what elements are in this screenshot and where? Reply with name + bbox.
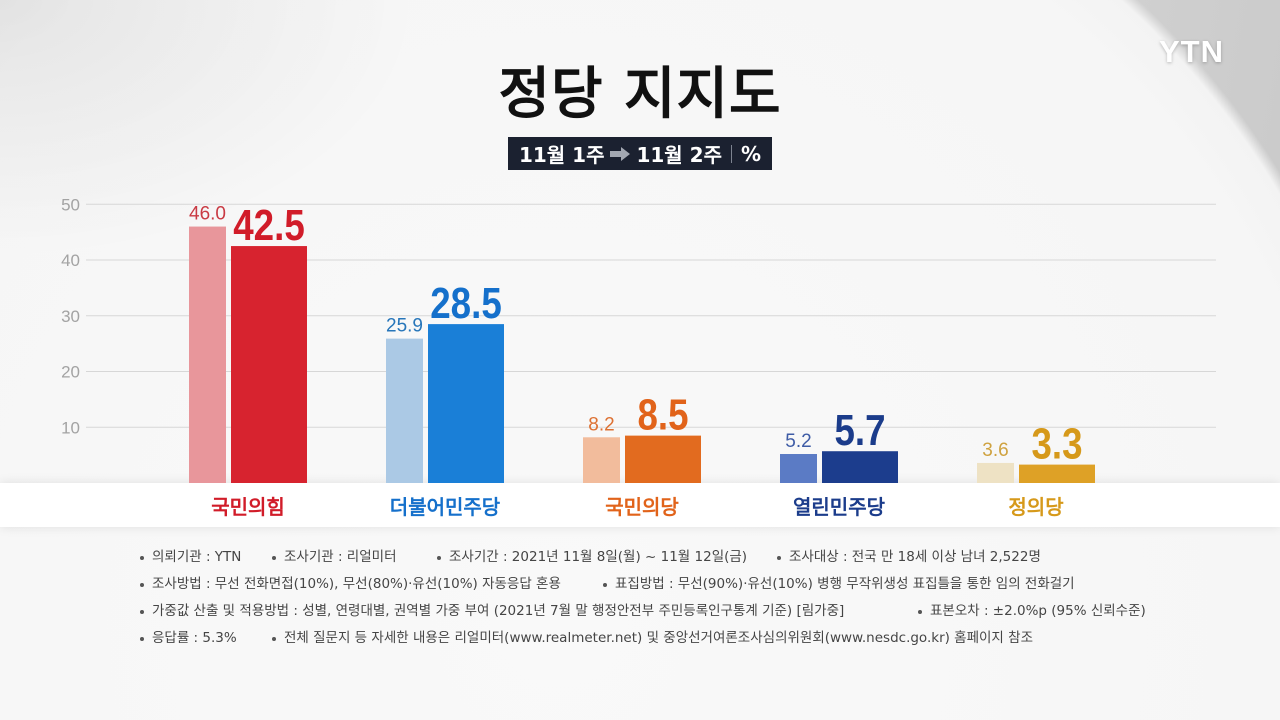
y-tick-label-50: 50 [61, 195, 80, 214]
value-label-series2-category1: 42.5 [233, 201, 305, 250]
footnote-period: 조사기간 : 2021년 11월 8일(월) ~ 11월 12일(금) [437, 544, 777, 571]
footnote-method: 조사방법 : 무선 전화면접(10%), 무선(80%)·유선(10%) 자동응… [140, 571, 603, 598]
legend-series-1: 11월 1주 [518, 143, 605, 167]
y-tick-label-30: 30 [61, 307, 80, 326]
footnote-response-rate: 응답률 : 5.3% [140, 625, 272, 652]
footnote-line: 가중값 산출 및 적용방법 : 성별, 연령대별, 권역별 가중 부여 (202… [140, 598, 1260, 625]
footnote-client: 의뢰기관 : YTN [140, 544, 272, 571]
bar-series2-category1 [231, 246, 307, 483]
value-label-series2-category5: 3.3 [1032, 420, 1083, 469]
footnote-reference: 전체 질문지 등 자세한 내용은 리얼미터(www.realmeter.net)… [272, 625, 1047, 652]
footnote-line: 조사방법 : 무선 전화면접(10%), 무선(80%)·유선(10%) 자동응… [140, 571, 1260, 598]
survey-footnotes: 의뢰기관 : YTN 조사기관 : 리얼미터 조사기간 : 2021년 11월 … [140, 544, 1260, 652]
legend: 11월 1주 11월 2주 % [0, 137, 1280, 170]
bar-series2-category2 [428, 324, 504, 483]
chart-title: 정당 지지도 [498, 62, 782, 127]
category-label-2: 더불어민주당 [390, 495, 501, 519]
legend-divider [730, 144, 732, 163]
bar-series2-category3 [625, 435, 701, 483]
chart-labels: 46.0 42.5 국민의힘 25.9 28.5 더불어민주당 8.2 8.5 국민의당 5.2 5… [189, 201, 1082, 519]
broadcaster-logo: YTN [1159, 34, 1224, 69]
footnote-line: 의뢰기관 : YTN 조사기관 : 리얼미터 조사기간 : 2021년 11월 … [140, 544, 1260, 571]
value-label-series2-category2: 28.5 [430, 279, 502, 328]
category-band [0, 483, 1280, 527]
footnote-weighting: 가중값 산출 및 적용방법 : 성별, 연령대별, 권역별 가중 부여 (202… [140, 598, 918, 625]
y-tick-label-40: 40 [61, 251, 80, 270]
unit-label: % [740, 141, 762, 166]
value-label-series1-category4: 5.2 [785, 431, 811, 452]
category-label-3: 국민의당 [605, 495, 679, 519]
bar-series1-category1 [189, 226, 226, 484]
footnote-agency: 조사기관 : 리얼미터 [272, 544, 437, 571]
y-tick-label-20: 20 [61, 363, 80, 382]
category-label-4: 열린민주당 [793, 495, 886, 519]
bar-series2-category4 [822, 451, 898, 483]
bar-chart: 50 40 30 20 10 46.0 42.5 국민의힘 25.9 28.5 더불어민주당 8.2… [61, 195, 1216, 519]
footnote-line: 응답률 : 5.3% 전체 질문지 등 자세한 내용은 리얼미터(www.rea… [140, 625, 1260, 652]
footnote-target: 조사대상 : 전국 만 18세 이상 남녀 2,522명 [777, 544, 1055, 571]
bar-series1-category2 [386, 338, 423, 483]
legend-series-2: 11월 2주 [636, 143, 722, 167]
footnote-margin-of-error: 표본오차 : ±2.0%p (95% 신뢰수준) [918, 598, 1160, 625]
bar-series2-category5 [1019, 464, 1095, 483]
category-label-1: 국민의힘 [211, 495, 285, 519]
arrow-right-icon [610, 146, 631, 161]
bar-series1-category3 [583, 437, 620, 483]
bars [189, 226, 1095, 484]
value-label-series2-category4: 5.7 [835, 406, 886, 455]
value-label-series2-category3: 8.5 [638, 391, 689, 440]
y-tick-label-10: 10 [61, 418, 80, 437]
footnote-sampling: 표집방법 : 무선(90%)·유선(10%) 병행 무작위생성 표집틀을 통한 … [603, 571, 1089, 598]
value-label-series1-category2: 25.9 [386, 316, 423, 337]
value-label-series1-category3: 8.2 [588, 414, 614, 435]
value-label-series1-category1: 46.0 [189, 204, 226, 225]
bar-series1-category4 [780, 454, 817, 483]
bar-series1-category5 [977, 462, 1014, 483]
legend-box: 11월 1주 11월 2주 % [507, 137, 773, 170]
value-label-series1-category5: 3.6 [982, 440, 1008, 461]
category-label-5: 정의당 [1008, 495, 1064, 519]
